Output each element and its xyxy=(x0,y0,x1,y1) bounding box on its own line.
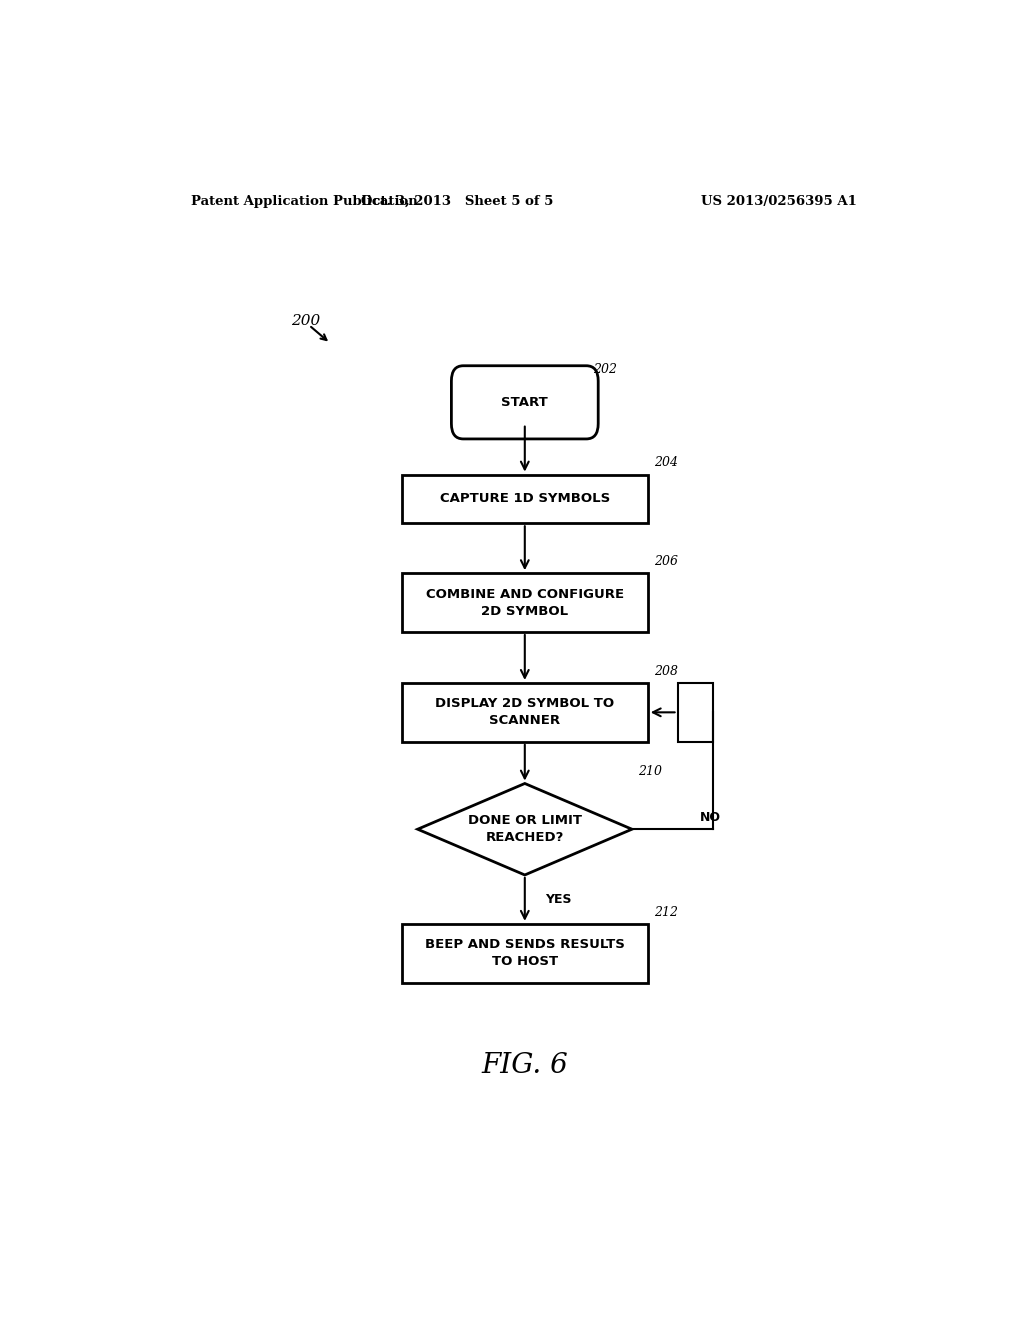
Text: BEEP AND SENDS RESULTS
TO HOST: BEEP AND SENDS RESULTS TO HOST xyxy=(425,939,625,969)
Polygon shape xyxy=(418,784,632,875)
Text: 212: 212 xyxy=(654,906,678,919)
Bar xyxy=(401,924,648,982)
Text: YES: YES xyxy=(545,892,571,906)
Text: US 2013/0256395 A1: US 2013/0256395 A1 xyxy=(700,194,857,207)
Text: Oct. 3, 2013   Sheet 5 of 5: Oct. 3, 2013 Sheet 5 of 5 xyxy=(361,194,554,207)
Text: FIG. 6: FIG. 6 xyxy=(481,1052,568,1078)
Text: DONE OR LIMIT
REACHED?: DONE OR LIMIT REACHED? xyxy=(468,814,582,845)
Text: START: START xyxy=(502,396,548,409)
Text: DISPLAY 2D SYMBOL TO
SCANNER: DISPLAY 2D SYMBOL TO SCANNER xyxy=(435,697,614,727)
Text: COMBINE AND CONFIGURE
2D SYMBOL: COMBINE AND CONFIGURE 2D SYMBOL xyxy=(426,587,624,618)
Text: Patent Application Publication: Patent Application Publication xyxy=(191,194,418,207)
Bar xyxy=(401,474,648,523)
Text: CAPTURE 1D SYMBOLS: CAPTURE 1D SYMBOLS xyxy=(439,492,610,506)
Text: 200: 200 xyxy=(291,314,319,329)
Text: 206: 206 xyxy=(654,554,678,568)
Text: 210: 210 xyxy=(638,766,663,779)
Text: 204: 204 xyxy=(654,457,678,470)
Bar xyxy=(678,682,714,742)
Text: 208: 208 xyxy=(654,665,678,677)
FancyBboxPatch shape xyxy=(452,366,598,440)
Text: 202: 202 xyxy=(593,363,616,376)
Bar xyxy=(401,573,648,632)
Bar xyxy=(401,682,648,742)
Text: NO: NO xyxy=(699,812,721,824)
